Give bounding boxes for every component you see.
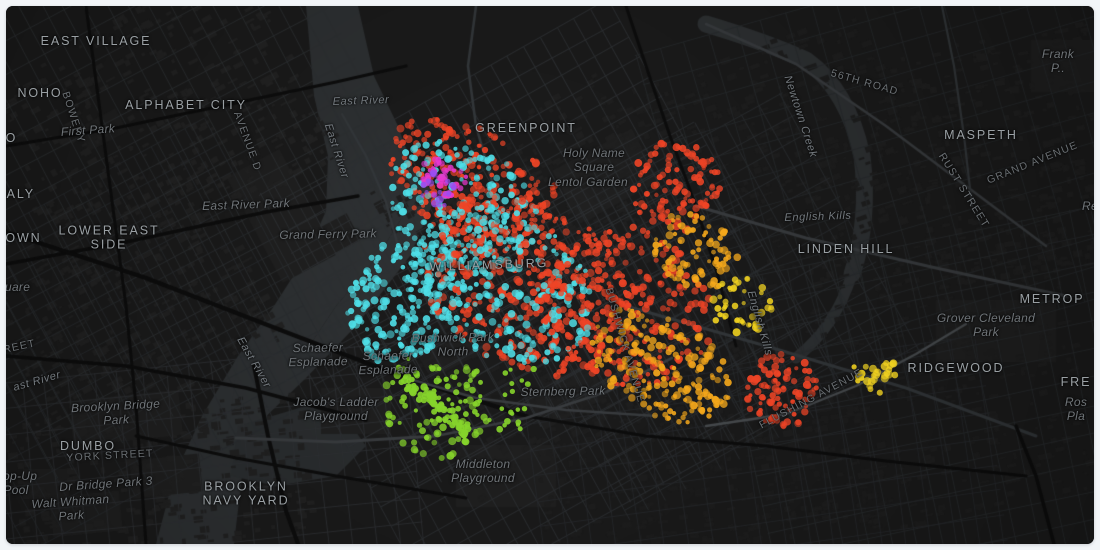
map-basemap-canvas[interactable] — [6, 6, 1094, 544]
